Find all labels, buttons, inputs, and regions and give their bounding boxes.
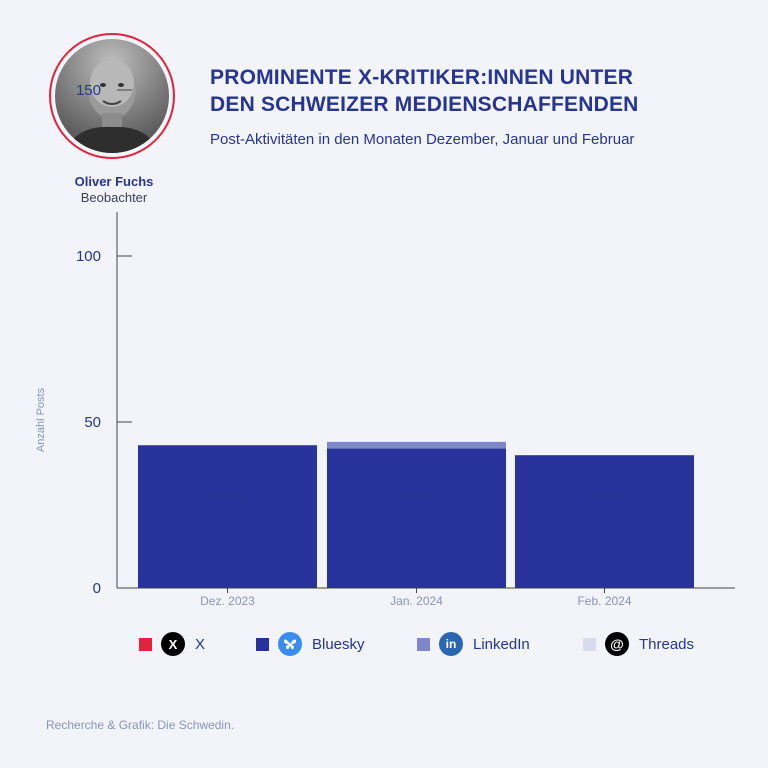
bluesky-butterfly-icon [278, 632, 302, 656]
x-tick-label: Feb. 2024 [577, 594, 631, 608]
chart-title: PROMINENTE X-KRITIKER:INNEN UNTER DEN SC… [210, 64, 750, 118]
bar-bluesky [515, 455, 694, 588]
legend-item-linkedin: in LinkedIn [417, 630, 530, 658]
legend-item-threads: @ Threads [583, 630, 694, 658]
legend-swatch-bluesky [256, 637, 269, 651]
x-tick-label: Jan. 2024 [390, 594, 443, 608]
bar-data-label: 0/42/2/0 [398, 490, 435, 501]
credits: Recherche & Grafik: Die Schwedin. [46, 718, 235, 732]
legend-item-bluesky: Bluesky [256, 630, 365, 658]
person-name: Oliver Fuchs [74, 174, 154, 189]
legend-label-threads: Threads [639, 635, 695, 653]
y-tick-label: 150 [76, 82, 101, 99]
chart-subtitle: Post-Aktivitäten in den Monaten Dezember… [210, 131, 635, 148]
bar-data-label: 0/43/0/0 [209, 492, 246, 503]
linkedin-logo-icon: in [439, 632, 463, 656]
person-photo-icon [65, 59, 159, 153]
y-tick-label: 50 [84, 414, 101, 431]
avatar-ring [49, 33, 175, 159]
y-axis-label: Anzahl Posts [35, 387, 47, 453]
bar-bluesky [138, 445, 317, 588]
chart-title-line2: DEN SCHWEIZER MEDIENSCHAFFENDEN [210, 93, 639, 116]
legend-swatch-x [139, 637, 152, 651]
legend-swatch-threads [583, 637, 596, 651]
legend-label-bluesky: Bluesky [312, 635, 365, 653]
person-role: Beobachter [80, 190, 148, 205]
legend-label-x: X [195, 635, 206, 653]
x-logo-icon: X [161, 632, 185, 656]
threads-logo-icon: @ [605, 632, 629, 656]
y-tick-label: 0 [93, 580, 101, 597]
bar-data-label: 0/40/0/0 [586, 492, 623, 503]
bar-linkedin [327, 441, 506, 449]
legend-label-linkedin: LinkedIn [473, 635, 530, 653]
bar-bluesky [327, 448, 506, 588]
y-tick-label: 100 [76, 248, 101, 265]
x-tick-label: Dez. 2023 [200, 594, 255, 608]
legend: X X Bluesky in LinkedIn @ Threads [0, 630, 768, 658]
avatar [55, 39, 169, 153]
legend-item-x: X X [139, 630, 205, 658]
legend-swatch-linkedin [417, 637, 430, 651]
chart-title-line1: PROMINENTE X-KRITIKER:INNEN UNTER [210, 66, 634, 89]
